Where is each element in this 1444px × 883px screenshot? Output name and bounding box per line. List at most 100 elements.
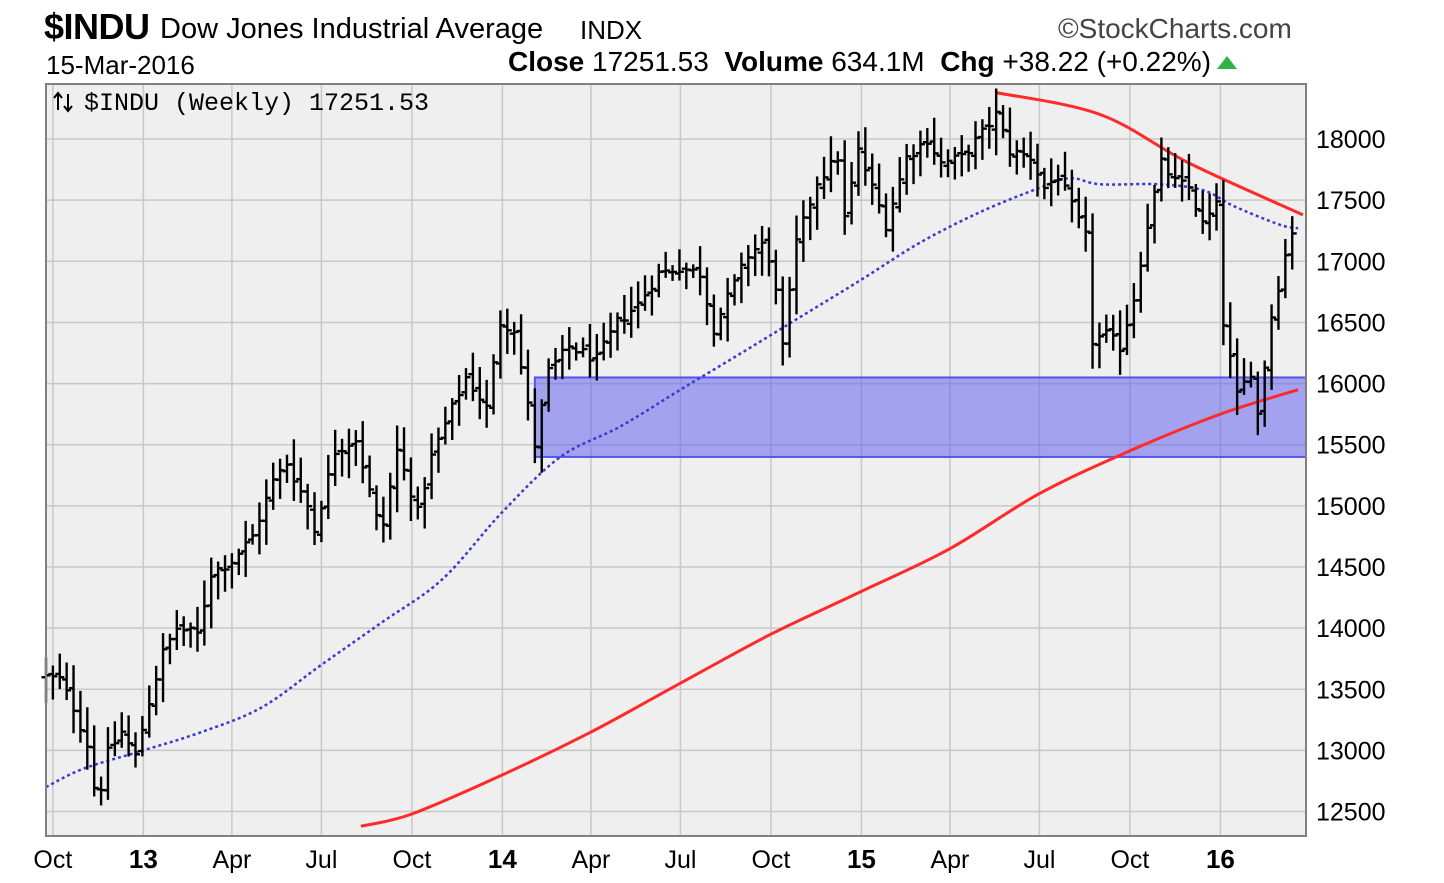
copyright-icon: © <box>1058 13 1079 44</box>
ohlc-bar <box>585 323 595 378</box>
ohlc-bar <box>1205 193 1215 241</box>
ohlc-bar <box>909 144 919 185</box>
quote-date: 15-Mar-2016 <box>46 50 195 80</box>
ohlc-bar <box>1032 143 1042 197</box>
ohlc-bar <box>1177 160 1187 202</box>
y-tick-label: 16500 <box>1316 309 1386 337</box>
ohlc-bar <box>1170 153 1180 188</box>
ohlc-bar <box>1198 190 1208 234</box>
ohlc-bar <box>957 135 967 177</box>
ohlc-bar <box>544 358 554 412</box>
ohlc-bar <box>1225 302 1235 379</box>
quote-summary: Close 17251.53 Volume 634.1M Chg +38.22 … <box>508 46 1238 78</box>
ohlc-bar <box>991 88 1001 156</box>
ohlc-bar <box>688 264 698 278</box>
support-zone <box>533 376 1307 458</box>
ohlc-bar <box>1026 131 1036 180</box>
ohlc-bar <box>1246 361 1256 388</box>
ohlc-bar <box>192 606 202 652</box>
ohlc-bar <box>840 140 850 235</box>
ohlc-bar <box>172 610 182 650</box>
ohlc-bar <box>310 492 320 546</box>
ohlc-bar <box>902 143 912 195</box>
close-label: Close <box>508 46 585 77</box>
ohlc-bar <box>647 275 657 316</box>
ohlc-bar <box>440 406 450 445</box>
ohlc-bar <box>206 557 216 629</box>
ohlc-bar <box>241 520 251 577</box>
ohlc-bar <box>723 277 733 342</box>
ohlc-bar <box>213 561 223 600</box>
ohlc-bar <box>750 234 760 277</box>
ohlc-bar <box>668 265 678 281</box>
plot-area <box>46 84 1306 836</box>
ohlc-bar <box>1108 314 1118 351</box>
ohlc-bar <box>915 130 925 177</box>
ohlc-bar <box>103 727 113 800</box>
ohlc-bar <box>1005 107 1015 167</box>
ohlc-bar <box>502 308 512 355</box>
ohlc-bar <box>385 472 395 540</box>
ohlc-bar <box>943 149 953 178</box>
ohlc-bar <box>984 106 994 149</box>
y-tick-label: 18000 <box>1316 126 1386 154</box>
ohlc-bar <box>337 438 347 477</box>
ohlc-bar <box>303 483 313 530</box>
x-tick-label: 14 <box>488 844 517 874</box>
ohlc-bar <box>551 347 561 380</box>
ohlc-bar <box>1039 167 1049 200</box>
ohlc-bar <box>626 286 636 338</box>
ohlc-bar <box>853 131 863 196</box>
ohlc-bar <box>674 249 684 281</box>
ohlc-bar <box>420 477 430 529</box>
ohlc-bar <box>48 665 58 700</box>
ohlc-bar <box>406 457 416 521</box>
ohlc-bar <box>640 275 650 311</box>
x-tick-label: Jul <box>664 846 696 874</box>
ohlc-bar <box>612 312 622 351</box>
ohlc-bar <box>867 153 877 205</box>
ohlc-bar <box>1053 164 1063 196</box>
brand-link[interactable]: ©StockCharts.com <box>1058 13 1292 45</box>
ohlc-bar <box>1143 203 1153 272</box>
ohlc-bar <box>454 375 464 426</box>
ohlc-bar <box>977 119 987 160</box>
ohlc-bar <box>427 433 437 500</box>
ohlc-bar <box>89 725 99 797</box>
x-tick-label: 15 <box>847 844 876 874</box>
ohlc-bar <box>819 156 829 200</box>
ohlc-bar <box>1046 158 1056 207</box>
ohlc-bar <box>62 662 72 701</box>
x-tick-label: Oct <box>33 846 72 874</box>
ohlc-bar <box>895 157 905 213</box>
ohlc-bar <box>922 127 932 158</box>
ohlc-bar <box>316 500 326 543</box>
ohlc-bar <box>860 127 870 186</box>
ohlc-bar <box>220 555 230 592</box>
ohlc-bar <box>964 144 974 172</box>
x-tick-label: Jul <box>1023 846 1055 874</box>
ohlc-bar <box>124 715 134 757</box>
up-triangle-icon <box>1217 56 1238 69</box>
x-tick-label: Oct <box>1110 846 1149 874</box>
ohlc-bar <box>137 716 147 757</box>
ohlc-bar <box>413 486 423 520</box>
ohlc-bar <box>1184 153 1194 201</box>
y-tick-label: 17000 <box>1316 248 1386 276</box>
ohlc-bar <box>55 653 65 690</box>
ohlc-bar <box>564 327 574 370</box>
ohlc-bar <box>1191 184 1201 217</box>
ohlc-bar <box>578 337 588 358</box>
ohlc-bar <box>702 267 712 326</box>
chg-label: Chg <box>940 46 995 77</box>
ohlc-bar <box>791 215 801 315</box>
ohlc-bar <box>757 225 767 276</box>
y-tick-label: 15500 <box>1316 432 1386 460</box>
ohlc-bar <box>344 428 354 479</box>
moving-average-200 <box>360 388 1299 828</box>
ohlc-bar <box>365 455 375 498</box>
ohlc-bar <box>447 398 457 440</box>
ohlc-bar <box>358 421 368 484</box>
chg-value: +38.22 (+0.22%) <box>1002 46 1212 77</box>
